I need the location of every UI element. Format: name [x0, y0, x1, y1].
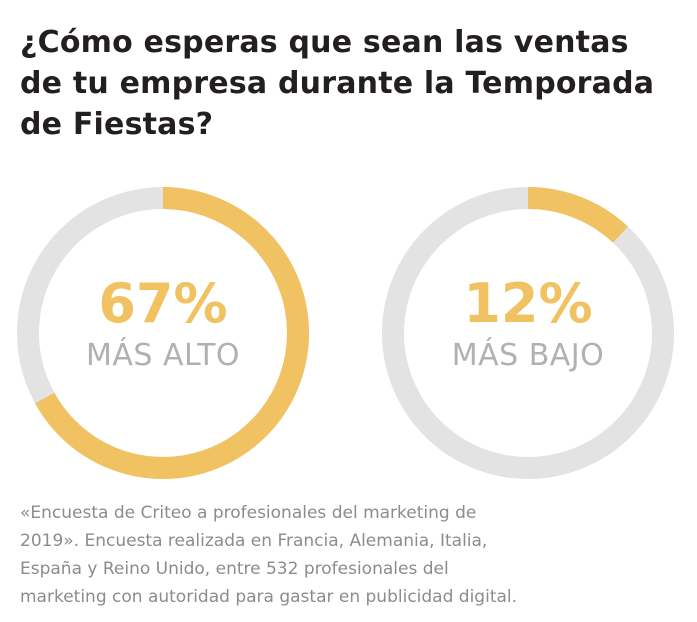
percentage-value: 12% [463, 272, 593, 335]
source-line: España y Reino Unido, entre 532 profesio… [20, 559, 449, 579]
page-title: ¿Cómo esperas que sean las ventas de tu … [20, 22, 680, 145]
source-line: 2019». Encuesta realizada en Francia, Al… [20, 531, 488, 551]
donut-chart-higher: 67% MÁS ALTO [16, 186, 310, 480]
category-label: MÁS ALTO [85, 338, 241, 373]
title-line: de tu empresa durante la Temporada [20, 66, 655, 101]
donut-svg [382, 187, 674, 479]
donut-svg [17, 187, 309, 479]
title-line: ¿Cómo esperas que sean las ventas [20, 25, 629, 60]
donut-value-arc [35, 187, 309, 479]
percentage-value: 67% [98, 272, 228, 335]
source-line: marketing con autoridad para gastar en p… [20, 587, 518, 607]
title-line: de Fiestas? [20, 107, 214, 142]
donut-chart-lower: 12% MÁS BAJO [381, 186, 675, 480]
source-note: «Encuesta de Criteo a profesionales del … [20, 499, 660, 611]
source-line: «Encuesta de Criteo a profesionales del … [20, 503, 477, 523]
category-label: MÁS BAJO [451, 338, 605, 373]
donut-value-arc [527, 187, 628, 243]
